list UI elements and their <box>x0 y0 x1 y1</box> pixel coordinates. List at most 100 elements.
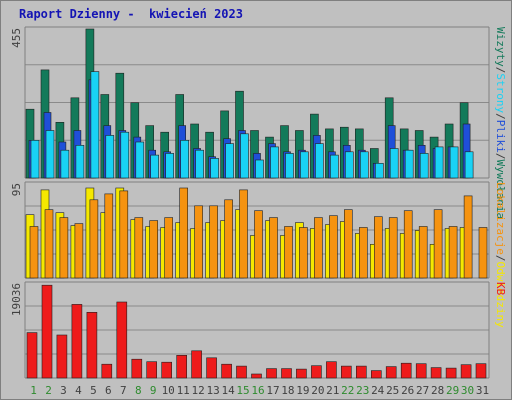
bar-pliki-7 <box>120 131 130 179</box>
bar-kb-28 <box>430 367 442 379</box>
bar-kb-25 <box>385 366 397 379</box>
bar-lokalizacje-10 <box>164 217 173 279</box>
chart-title: Raport Dzienny - kwiecień 2023 <box>19 7 243 21</box>
x-tick-label-31: 31 <box>476 384 489 397</box>
bar-kb-22 <box>340 365 352 379</box>
x-tick-label-26: 26 <box>401 384 414 397</box>
bar-lokalizacje-12 <box>194 205 203 279</box>
bar-pliki-3 <box>60 149 70 179</box>
bar-pliki-4 <box>75 145 85 179</box>
bar-pliki-11 <box>180 140 189 179</box>
bar-lokalizacje-3 <box>59 217 69 279</box>
bar-pliki-29 <box>449 146 459 179</box>
legend-label-middle: Lokalizacje/Odwiedziny <box>494 182 507 328</box>
bar-kb-9 <box>146 361 157 379</box>
x-tick-label-7: 7 <box>120 384 127 397</box>
x-tick-label-28: 28 <box>431 384 444 397</box>
x-tick-label-23: 23 <box>356 384 369 397</box>
bar-kb-1 <box>26 332 38 379</box>
bar-pliki-1 <box>30 140 40 179</box>
y-max-label: 455 <box>10 28 23 48</box>
x-tick-label-8: 8 <box>135 384 142 397</box>
bar-kb-12 <box>191 350 202 379</box>
bar-kb-20 <box>311 365 322 379</box>
x-tick-label-15: 15 <box>236 384 249 397</box>
x-tick-label-11: 11 <box>177 384 190 397</box>
x-tick-label-18: 18 <box>281 384 294 397</box>
bar-kb-31 <box>475 363 487 379</box>
bar-pliki-24 <box>374 163 384 179</box>
bar-lokalizacje-31 <box>478 227 488 279</box>
x-tick-label-5: 5 <box>90 384 97 397</box>
bar-kb-7 <box>116 301 128 379</box>
legend-label-top: Wizyty/Strony/Pliki/Wywołania <box>494 27 507 219</box>
legend-text: Wywołania <box>494 160 507 220</box>
x-tick-label-29: 29 <box>446 384 459 397</box>
bar-pliki-20 <box>315 143 324 179</box>
bar-pliki-12 <box>195 149 204 179</box>
bar-lokalizacje-1 <box>29 226 39 279</box>
bar-kb-5 <box>86 311 98 379</box>
bar-lokalizacje-16 <box>254 210 263 279</box>
bar-kb-21 <box>326 361 337 379</box>
bar-lokalizacje-26 <box>403 210 413 279</box>
y-max-label: 95 <box>10 183 23 196</box>
bar-kb-26 <box>400 362 412 379</box>
legend-text: Wizyty <box>494 27 507 67</box>
x-tick-label-2: 2 <box>45 384 52 397</box>
bar-kb-6 <box>101 363 113 379</box>
bar-lokalizacje-2 <box>44 209 54 279</box>
bar-lokalizacje-25 <box>388 217 398 279</box>
bar-kb-17 <box>266 368 277 379</box>
bar-pliki-28 <box>434 146 444 179</box>
bar-kb-27 <box>415 363 427 379</box>
x-tick-label-22: 22 <box>341 384 354 397</box>
bar-pliki-2 <box>45 130 55 179</box>
x-tick-label-19: 19 <box>296 384 309 397</box>
legend-text: Strony <box>494 73 507 113</box>
bar-kb-11 <box>176 354 187 379</box>
legend-text: / <box>494 153 507 160</box>
bar-lokalizacje-13 <box>209 205 218 279</box>
bar-lokalizacje-17 <box>269 217 278 279</box>
bar-kb-2 <box>41 284 53 379</box>
bar-pliki-30 <box>464 151 474 179</box>
legend-text: / <box>494 113 507 120</box>
bar-kb-10 <box>161 361 172 379</box>
legend-text: Lokalizacje <box>494 182 507 255</box>
bar-pliki-25 <box>389 148 399 179</box>
x-tick-label-1: 1 <box>30 384 37 397</box>
x-tick-label-24: 24 <box>371 384 385 397</box>
bar-pliki-19 <box>300 151 309 179</box>
bar-kb-16 <box>251 373 262 379</box>
bar-pliki-17 <box>270 146 279 179</box>
bar-lokalizacje-23 <box>358 227 368 279</box>
bar-kb-24 <box>370 370 382 379</box>
bar-pliki-16 <box>255 159 264 179</box>
x-tick-label-17: 17 <box>266 384 279 397</box>
legend-text: / <box>494 255 507 262</box>
x-tick-label-16: 16 <box>251 384 264 397</box>
x-tick-label-27: 27 <box>416 384 429 397</box>
legend-label-bottom: KB <box>494 282 507 296</box>
bar-lokalizacje-20 <box>314 217 323 279</box>
bar-kb-4 <box>71 304 83 379</box>
x-tick-label-25: 25 <box>386 384 399 397</box>
bar-lokalizacje-4 <box>74 223 84 279</box>
bar-lokalizacje-28 <box>433 209 443 279</box>
bar-lokalizacje-15 <box>239 189 248 279</box>
x-tick-label-6: 6 <box>105 384 112 397</box>
bar-pliki-15 <box>240 133 249 179</box>
y-max-label: 19036 <box>10 283 23 316</box>
x-tick-label-10: 10 <box>162 384 175 397</box>
bar-pliki-8 <box>135 141 145 179</box>
bar-pliki-10 <box>165 153 174 179</box>
bar-pliki-27 <box>419 153 429 179</box>
bar-pliki-13 <box>210 158 219 179</box>
bar-pliki-6 <box>105 135 115 179</box>
bar-kb-18 <box>281 368 292 379</box>
bar-lokalizacje-8 <box>134 217 144 279</box>
x-tick-label-21: 21 <box>326 384 339 397</box>
